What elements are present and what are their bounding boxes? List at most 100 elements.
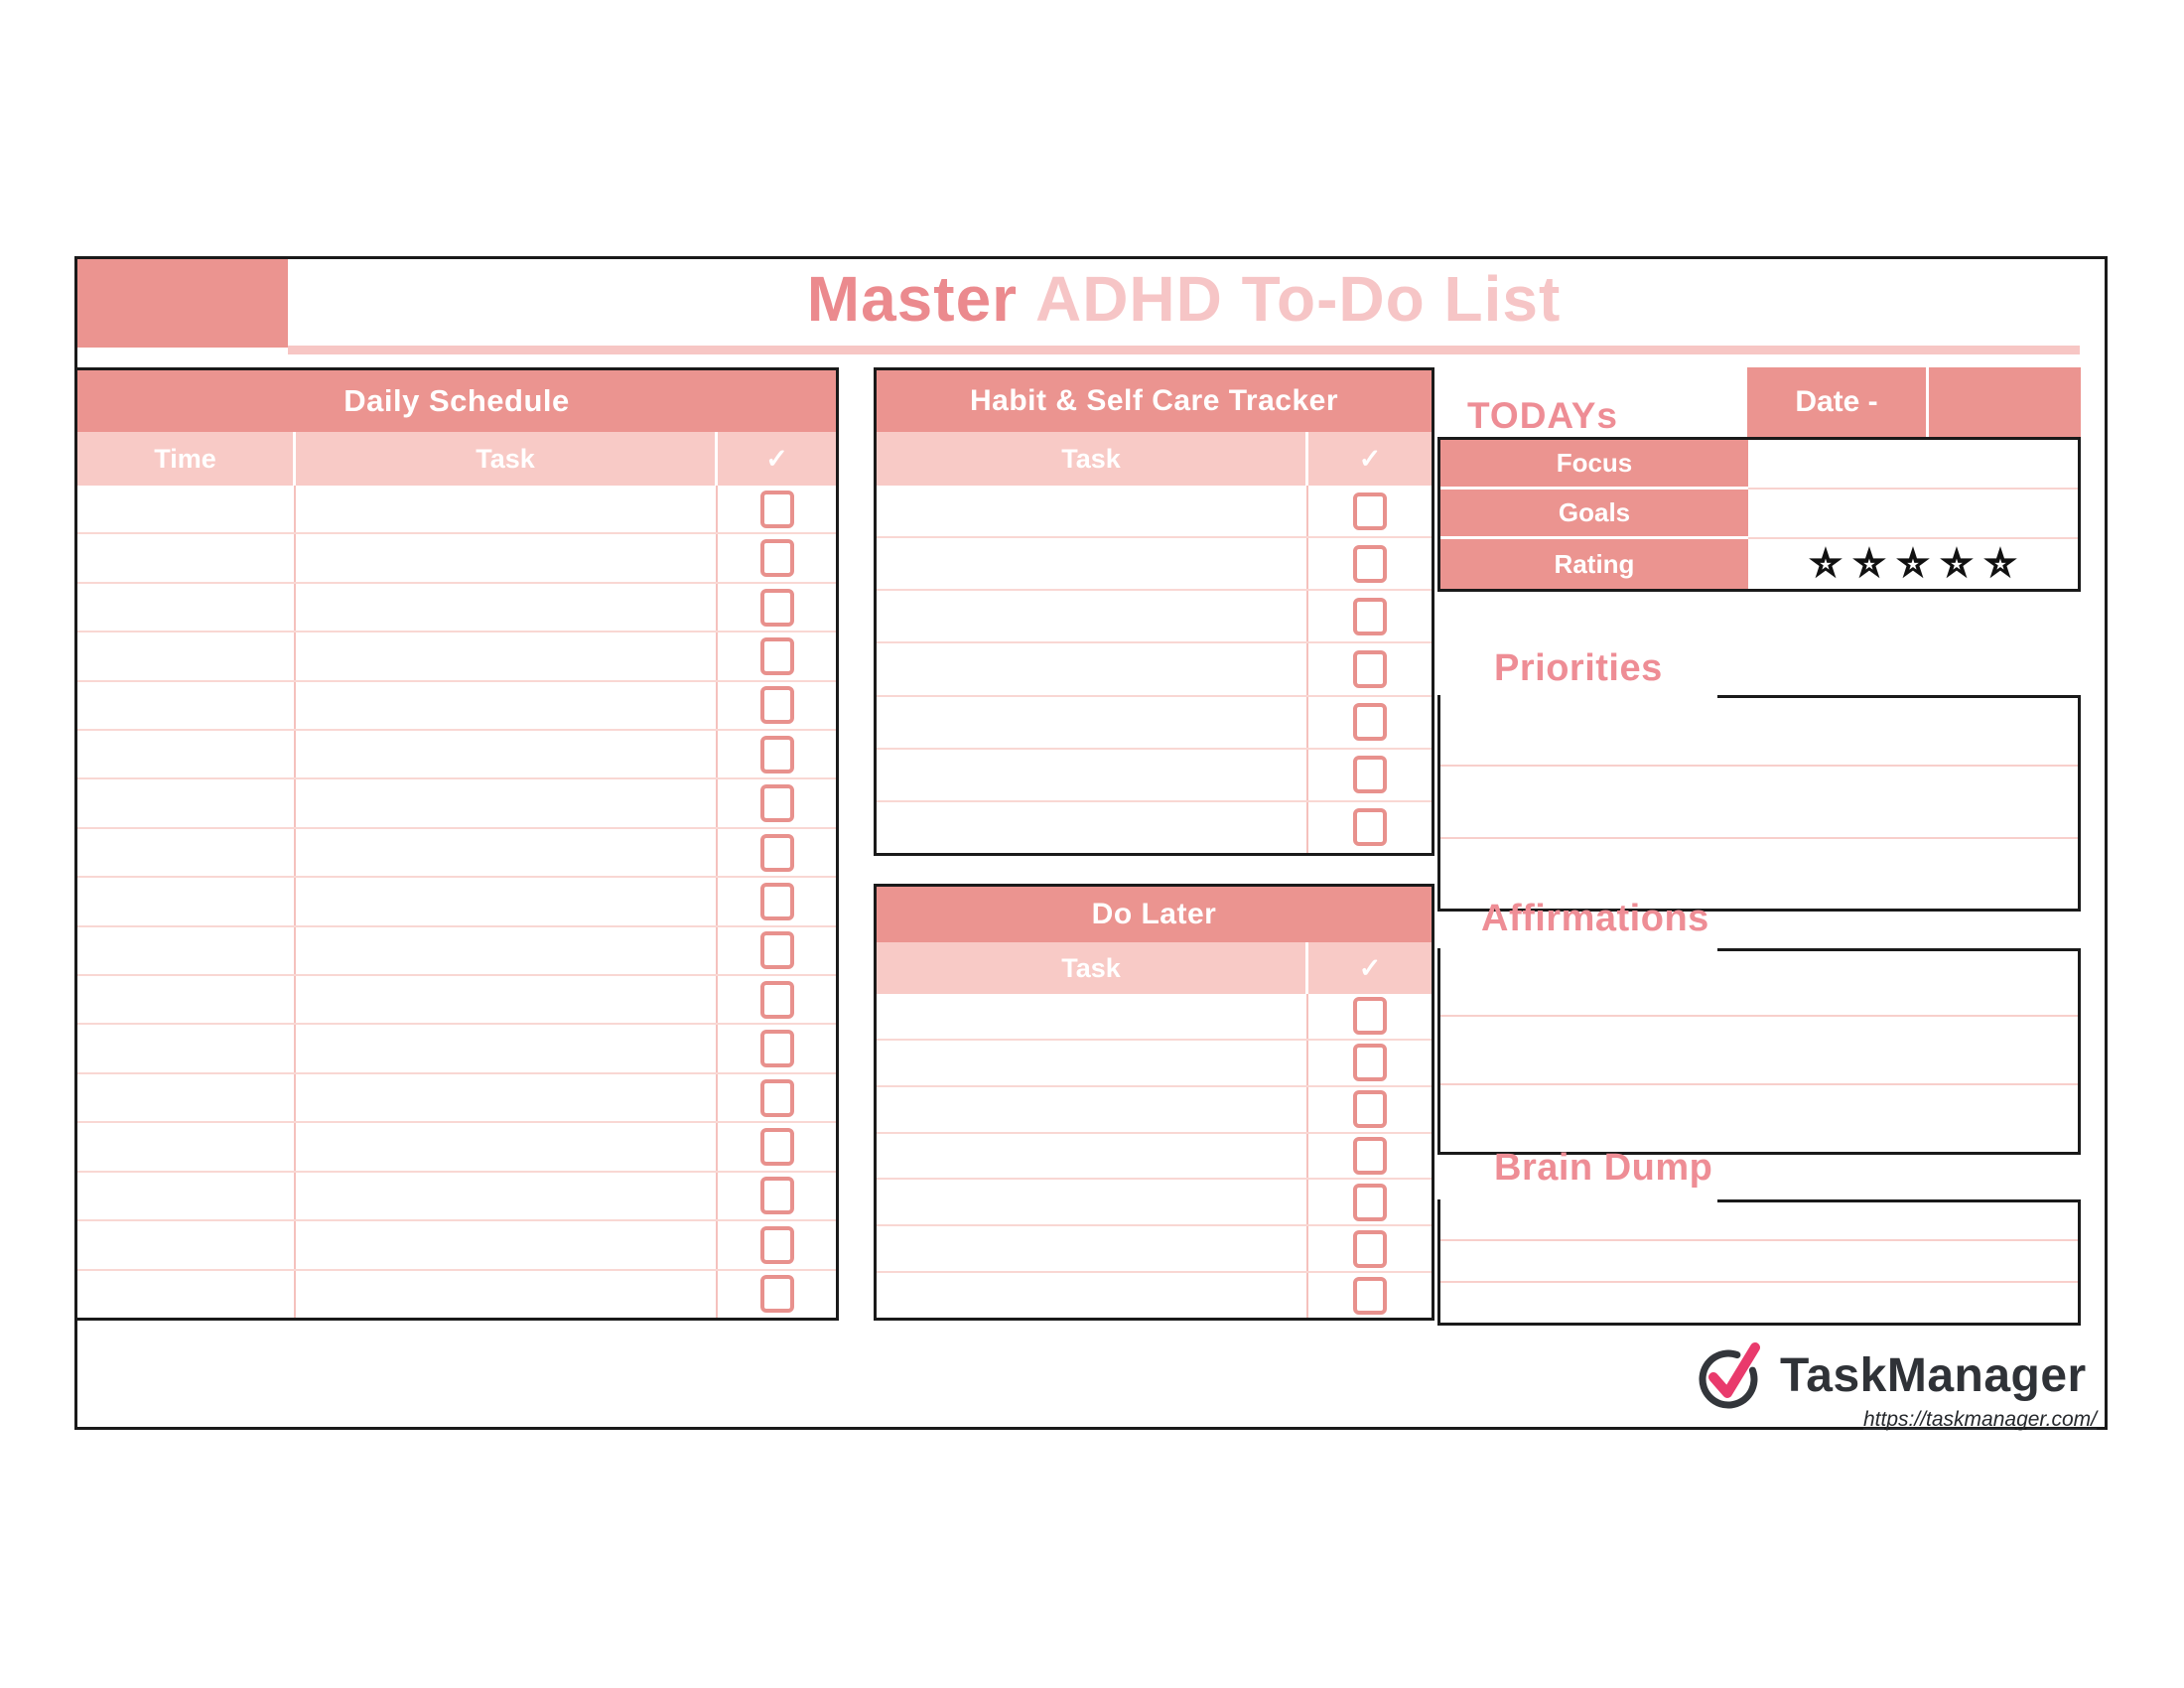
date-value-cell[interactable]	[1929, 367, 2081, 437]
task-cell[interactable]	[877, 1040, 1308, 1085]
writing-line[interactable]	[1440, 948, 2078, 1017]
task-cell[interactable]	[877, 749, 1308, 800]
task-cell[interactable]	[296, 583, 718, 632]
writing-line[interactable]	[1440, 1085, 2078, 1152]
task-checkbox[interactable]	[759, 1225, 794, 1264]
task-checkbox[interactable]	[759, 1177, 794, 1215]
task-cell[interactable]	[877, 1226, 1308, 1272]
time-cell[interactable]	[77, 976, 296, 1024]
task-cell[interactable]	[296, 878, 718, 925]
task-cell[interactable]	[877, 643, 1308, 695]
time-cell[interactable]	[77, 681, 296, 730]
star-icon[interactable]: ★	[1980, 541, 2020, 587]
task-checkbox[interactable]	[759, 588, 794, 627]
writing-line[interactable]	[1440, 1199, 2078, 1241]
task-cell[interactable]	[296, 1270, 718, 1318]
task-checkbox[interactable]	[1353, 1090, 1387, 1129]
time-cell[interactable]	[77, 633, 296, 680]
task-cell[interactable]	[877, 994, 1308, 1039]
time-cell[interactable]	[77, 731, 296, 778]
task-cell[interactable]	[296, 976, 718, 1024]
task-checkbox[interactable]	[1353, 997, 1387, 1036]
task-cell[interactable]	[296, 1221, 718, 1269]
writing-line[interactable]	[1440, 1283, 2078, 1323]
task-cell[interactable]	[296, 1025, 718, 1072]
task-checkbox[interactable]	[759, 1078, 794, 1117]
time-cell[interactable]	[77, 583, 296, 632]
task-checkbox[interactable]	[1353, 1183, 1387, 1221]
task-checkbox[interactable]	[759, 931, 794, 970]
task-checkbox[interactable]	[759, 833, 794, 872]
task-checkbox[interactable]	[1353, 703, 1387, 742]
time-cell[interactable]	[77, 1025, 296, 1072]
time-cell[interactable]	[77, 534, 296, 582]
time-cell[interactable]	[77, 878, 296, 925]
task-checkbox[interactable]	[759, 636, 794, 675]
task-cell[interactable]	[877, 591, 1308, 642]
task-checkbox[interactable]	[1353, 544, 1387, 583]
time-cell[interactable]	[77, 1270, 296, 1318]
task-cell[interactable]	[296, 828, 718, 877]
focus-value-cell[interactable]	[1748, 440, 2078, 490]
task-checkbox[interactable]	[759, 1275, 794, 1314]
task-checkbox[interactable]	[759, 882, 794, 920]
table-row	[77, 681, 836, 732]
time-cell[interactable]	[77, 926, 296, 975]
task-checkbox[interactable]	[759, 490, 794, 528]
column-header-task: Task	[877, 942, 1308, 994]
task-cell[interactable]	[877, 696, 1308, 748]
time-cell[interactable]	[77, 779, 296, 827]
task-checkbox[interactable]	[1353, 756, 1387, 794]
task-cell[interactable]	[877, 801, 1308, 853]
task-checkbox[interactable]	[759, 539, 794, 578]
task-cell[interactable]	[296, 1073, 718, 1122]
task-cell[interactable]	[296, 681, 718, 730]
task-cell[interactable]	[296, 779, 718, 827]
task-checkbox[interactable]	[1353, 1044, 1387, 1082]
writing-line[interactable]	[1440, 1241, 2078, 1283]
time-cell[interactable]	[77, 1123, 296, 1171]
task-checkbox[interactable]	[1353, 808, 1387, 847]
writing-line[interactable]	[1440, 1017, 2078, 1085]
task-cell[interactable]	[296, 1172, 718, 1220]
star-icon[interactable]: ★	[1893, 541, 1933, 587]
time-cell[interactable]	[77, 1172, 296, 1220]
task-cell[interactable]	[296, 926, 718, 975]
task-checkbox[interactable]	[1353, 597, 1387, 635]
task-cell[interactable]	[877, 538, 1308, 590]
task-checkbox[interactable]	[1353, 1137, 1387, 1175]
task-cell[interactable]	[296, 486, 718, 533]
goals-value-cell[interactable]	[1748, 490, 2078, 539]
task-cell[interactable]	[296, 1123, 718, 1171]
task-checkbox[interactable]	[759, 1127, 794, 1166]
task-checkbox[interactable]	[1353, 649, 1387, 688]
table-row	[77, 1270, 836, 1318]
task-cell[interactable]	[877, 1273, 1308, 1319]
brand-url[interactable]: https://taskmanager.com/	[1863, 1408, 2097, 1431]
task-cell[interactable]	[296, 731, 718, 778]
task-cell[interactable]	[296, 633, 718, 680]
task-checkbox[interactable]	[759, 784, 794, 823]
task-checkbox[interactable]	[759, 1030, 794, 1068]
task-cell[interactable]	[877, 1180, 1308, 1225]
task-checkbox[interactable]	[759, 735, 794, 774]
task-checkbox[interactable]	[1353, 492, 1387, 530]
writing-line[interactable]	[1440, 767, 2078, 839]
time-cell[interactable]	[77, 486, 296, 533]
check-cell	[718, 1123, 836, 1170]
star-icon[interactable]: ★	[1849, 541, 1889, 587]
time-cell[interactable]	[77, 1221, 296, 1269]
writing-line[interactable]	[1440, 695, 2078, 768]
task-checkbox[interactable]	[759, 686, 794, 725]
task-cell[interactable]	[877, 1133, 1308, 1179]
time-cell[interactable]	[77, 828, 296, 877]
task-cell[interactable]	[877, 486, 1308, 537]
task-checkbox[interactable]	[1353, 1229, 1387, 1268]
task-checkbox[interactable]	[1353, 1276, 1387, 1315]
star-icon[interactable]: ★	[1806, 541, 1845, 587]
task-checkbox[interactable]	[759, 980, 794, 1019]
task-cell[interactable]	[296, 534, 718, 582]
task-cell[interactable]	[877, 1086, 1308, 1132]
time-cell[interactable]	[77, 1073, 296, 1122]
star-icon[interactable]: ★	[1937, 541, 1977, 587]
